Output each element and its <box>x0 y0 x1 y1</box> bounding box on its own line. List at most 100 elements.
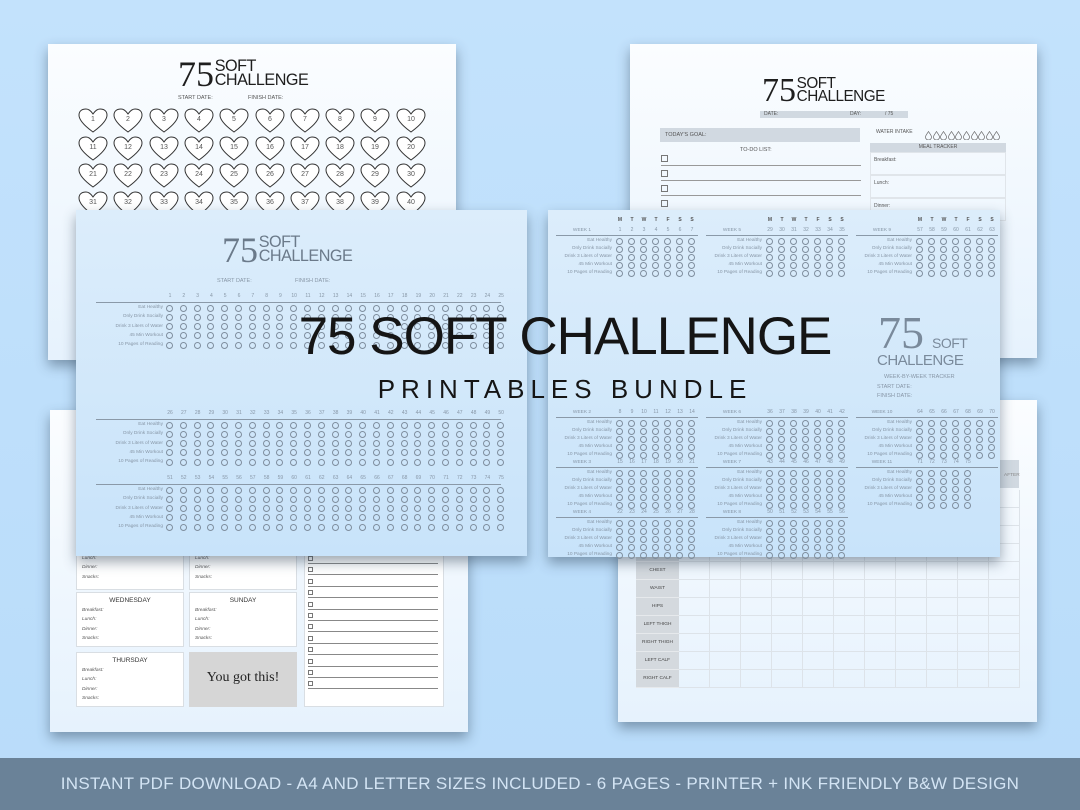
habit-checkbox[interactable] <box>262 332 270 340</box>
habit-checkbox[interactable] <box>262 486 270 494</box>
habit-checkbox[interactable] <box>483 514 491 522</box>
habit-checkbox[interactable] <box>442 440 449 448</box>
habit-checkbox[interactable] <box>916 451 923 459</box>
habit-checkbox[interactable] <box>373 304 380 312</box>
habit-checkbox[interactable] <box>766 451 773 459</box>
habit-checkbox[interactable] <box>400 332 408 340</box>
habit-checkbox[interactable] <box>640 419 647 427</box>
habit-checkbox[interactable] <box>778 485 785 493</box>
habit-checkbox[interactable] <box>166 458 173 466</box>
habit-checkbox[interactable] <box>940 427 947 435</box>
habit-checkbox[interactable] <box>483 313 491 321</box>
habit-checkbox[interactable] <box>166 495 173 503</box>
habit-checkbox[interactable] <box>290 430 298 438</box>
habit-checkbox[interactable] <box>262 341 270 349</box>
habit-checkbox[interactable] <box>688 551 695 559</box>
habit-checkbox[interactable] <box>221 430 229 438</box>
habit-checkbox[interactable] <box>386 304 394 312</box>
habit-checkbox[interactable] <box>497 421 505 429</box>
habit-checkbox[interactable] <box>838 501 845 509</box>
habit-checkbox[interactable] <box>676 253 683 261</box>
habit-checkbox[interactable] <box>838 527 845 535</box>
habit-checkbox[interactable] <box>290 421 298 429</box>
habit-checkbox[interactable] <box>497 341 505 349</box>
checklist-checkbox[interactable] <box>308 567 313 573</box>
habit-checkbox[interactable] <box>988 261 995 269</box>
heart-icon[interactable]: 26 <box>254 163 285 189</box>
heart-icon[interactable]: 32 <box>113 190 143 217</box>
habit-checkbox[interactable] <box>814 443 821 451</box>
checklist-checkbox[interactable] <box>308 601 313 607</box>
habit-checkbox[interactable] <box>766 419 773 427</box>
habit-checkbox[interactable] <box>373 486 380 494</box>
habit-checkbox[interactable] <box>428 323 436 331</box>
habit-checkbox[interactable] <box>802 501 809 509</box>
habit-checkbox[interactable] <box>359 458 367 466</box>
habit-checkbox[interactable] <box>400 341 408 349</box>
water-drop-icon[interactable] <box>985 127 993 141</box>
habit-checkbox[interactable] <box>928 501 935 509</box>
habit-checkbox[interactable] <box>952 253 959 261</box>
habit-checkbox[interactable] <box>940 485 947 493</box>
habit-checkbox[interactable] <box>428 313 436 321</box>
habit-checkbox[interactable] <box>988 435 995 443</box>
habit-checkbox[interactable] <box>652 237 659 245</box>
habit-checkbox[interactable] <box>428 332 436 340</box>
water-drop-icon[interactable] <box>940 127 948 141</box>
habit-checkbox[interactable] <box>179 458 187 466</box>
habit-checkbox[interactable] <box>964 451 971 459</box>
habit-checkbox[interactable] <box>166 421 173 429</box>
habit-checkbox[interactable] <box>790 451 797 459</box>
habit-checkbox[interactable] <box>442 341 449 349</box>
habit-checkbox[interactable] <box>359 449 367 457</box>
habit-checkbox[interactable] <box>414 323 422 331</box>
habit-checkbox[interactable] <box>664 469 671 477</box>
habit-checkbox[interactable] <box>790 443 797 451</box>
measurement-cell[interactable] <box>803 634 834 652</box>
habit-checkbox[interactable] <box>766 501 773 509</box>
habit-checkbox[interactable] <box>207 332 215 340</box>
habit-checkbox[interactable] <box>262 495 270 503</box>
habit-checkbox[interactable] <box>664 245 671 253</box>
habit-checkbox[interactable] <box>838 435 845 443</box>
heart-icon[interactable]: 35 <box>219 190 249 217</box>
habit-checkbox[interactable] <box>221 514 229 522</box>
measurement-cell[interactable] <box>679 634 710 652</box>
habit-checkbox[interactable] <box>455 458 463 466</box>
habit-checkbox[interactable] <box>664 451 671 459</box>
habit-checkbox[interactable] <box>442 430 449 438</box>
habit-checkbox[interactable] <box>276 304 284 312</box>
habit-checkbox[interactable] <box>262 430 270 438</box>
habit-checkbox[interactable] <box>688 519 695 527</box>
habit-checkbox[interactable] <box>428 341 436 349</box>
habit-checkbox[interactable] <box>928 493 935 501</box>
habit-checkbox[interactable] <box>814 427 821 435</box>
habit-checkbox[interactable] <box>483 440 491 448</box>
habit-checkbox[interactable] <box>221 449 229 457</box>
habit-checkbox[interactable] <box>428 523 436 531</box>
habit-checkbox[interactable] <box>483 486 491 494</box>
habit-checkbox[interactable] <box>640 253 647 261</box>
habit-checkbox[interactable] <box>235 421 242 429</box>
habit-checkbox[interactable] <box>207 514 215 522</box>
habit-checkbox[interactable] <box>400 495 408 503</box>
habit-checkbox[interactable] <box>664 527 671 535</box>
habit-checkbox[interactable] <box>304 449 311 457</box>
habit-checkbox[interactable] <box>628 519 635 527</box>
habit-checkbox[interactable] <box>778 269 785 277</box>
habit-checkbox[interactable] <box>688 443 695 451</box>
habit-checkbox[interactable] <box>359 523 367 531</box>
habit-checkbox[interactable] <box>778 245 785 253</box>
habit-checkbox[interactable] <box>766 253 773 261</box>
habit-checkbox[interactable] <box>628 493 635 501</box>
habit-checkbox[interactable] <box>802 551 809 559</box>
habit-checkbox[interactable] <box>414 421 422 429</box>
habit-checkbox[interactable] <box>483 458 491 466</box>
habit-checkbox[interactable] <box>778 535 785 543</box>
habit-checkbox[interactable] <box>766 237 773 245</box>
heart-icon[interactable]: 27 <box>290 163 320 189</box>
habit-checkbox[interactable] <box>331 505 339 513</box>
habit-checkbox[interactable] <box>628 551 635 559</box>
measurement-cell[interactable] <box>679 670 710 688</box>
heart-icon[interactable]: 37 <box>290 190 320 217</box>
